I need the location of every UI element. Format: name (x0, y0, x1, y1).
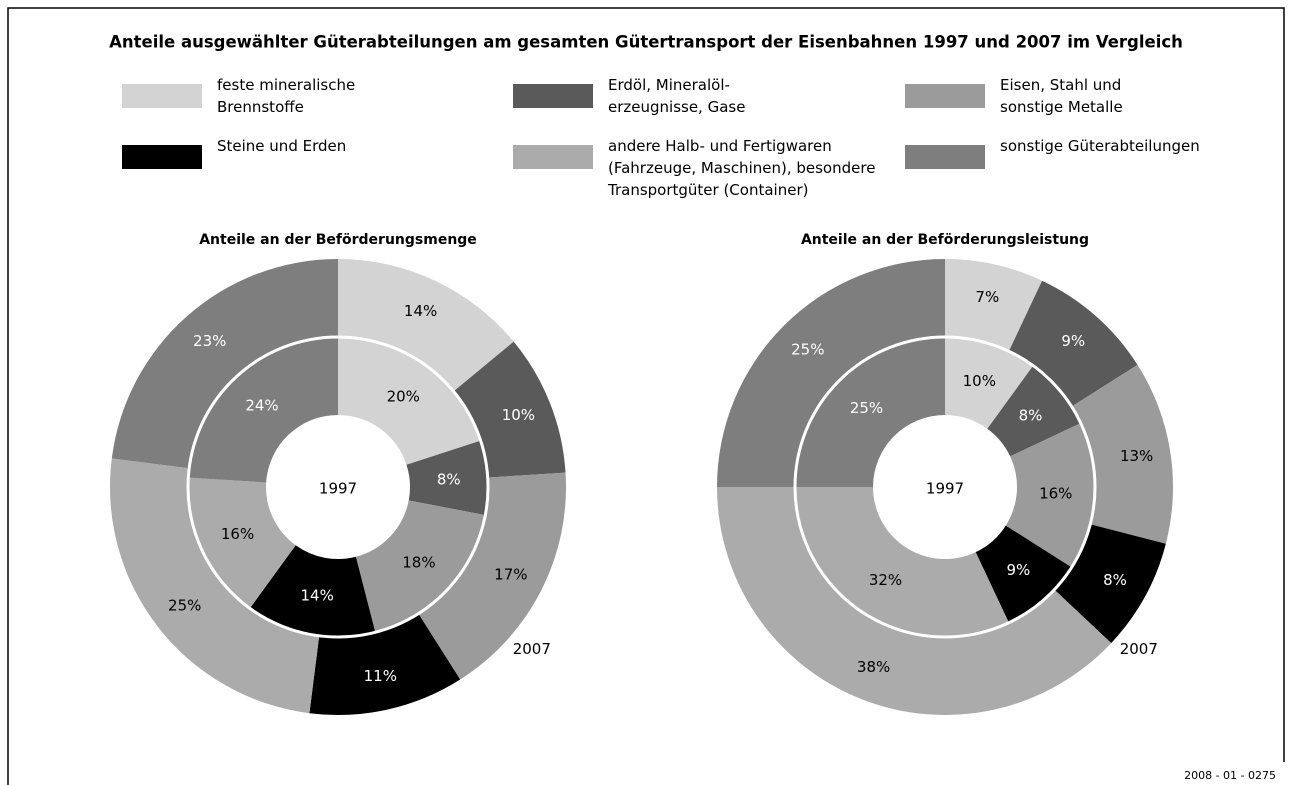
legend-swatch (122, 145, 202, 169)
value-label: 8% (437, 471, 461, 489)
value-label: 8% (1019, 407, 1043, 425)
donut-slice (1005, 423, 1096, 568)
value-label: 7% (975, 288, 999, 306)
legend-swatch (513, 84, 593, 108)
legend-swatch (513, 145, 593, 169)
donut-slice (1071, 364, 1173, 544)
donut-slice (795, 487, 1009, 637)
donut-slice (188, 337, 338, 483)
value-label: 32% (869, 571, 902, 589)
legend-label: andere Halb- und Fertigwaren (Fahrzeuge,… (608, 137, 876, 199)
donut-slice (418, 472, 566, 680)
value-label: 8% (1103, 571, 1127, 589)
legend-swatch (122, 84, 202, 108)
legend-label: sonstige Güterabteilungen (1000, 137, 1200, 155)
value-label: 16% (1039, 484, 1072, 502)
donut-slice (795, 337, 945, 487)
value-label: 11% (364, 667, 397, 685)
donut-slice (717, 487, 1112, 715)
donut-slice (355, 500, 486, 633)
donut-slice (406, 440, 488, 516)
value-label: 14% (404, 302, 437, 320)
donut-slice (945, 259, 1043, 352)
donut-slice (945, 337, 1034, 429)
subplot-title: Anteile an der Beförderungsmenge (199, 232, 477, 248)
donut-slice (111, 259, 338, 469)
donut-slice (188, 477, 296, 609)
value-label: 25% (850, 399, 883, 417)
legend-label: Steine und Erden (217, 137, 347, 155)
frame (7, 7, 1285, 785)
donut-slice (1054, 524, 1166, 644)
value-label: 25% (168, 596, 201, 614)
value-label: 20% (387, 388, 420, 406)
value-label: 9% (1061, 332, 1085, 350)
series-label: 1997 (319, 480, 357, 498)
donut-slice (717, 259, 945, 487)
donut-slice (1008, 280, 1138, 407)
donut-slice (249, 545, 376, 637)
donut-slice (338, 337, 481, 465)
footer: 2008 - 01 - 0275 (1184, 769, 1276, 782)
series-label: 2007 (1120, 640, 1158, 658)
chart-title: Anteile ausgewählter Güterabteilungen am… (109, 33, 1183, 52)
donut-slice (975, 525, 1072, 623)
donut-slice (338, 259, 514, 392)
donut-slice (109, 458, 320, 714)
ring-separator (186, 335, 490, 639)
value-label: 17% (494, 566, 527, 584)
legend-swatch (905, 145, 985, 169)
legend-label: Erdöl, Mineralöl- erzeugnisse, Gase (608, 76, 746, 116)
value-label: 9% (1007, 561, 1031, 579)
legend-label: feste mineralische Brennstoffe (217, 76, 356, 116)
value-label: 25% (791, 340, 824, 358)
value-label: 38% (857, 658, 890, 676)
subplot-title: Anteile an der Beförderungsleistung (801, 232, 1089, 248)
value-label: 24% (245, 397, 278, 415)
donut-slice (309, 613, 461, 715)
value-label: 10% (502, 406, 535, 424)
value-label: 18% (402, 553, 435, 571)
value-label: 23% (193, 332, 226, 350)
donut-slice (453, 341, 566, 478)
ring-separator (793, 335, 1097, 639)
series-label: 2007 (513, 640, 551, 658)
value-label: 16% (221, 525, 254, 543)
value-label: 10% (963, 372, 996, 390)
value-label: 13% (1120, 447, 1153, 465)
value-label: 14% (301, 587, 334, 605)
legend-label: Eisen, Stahl und sonstige Metalle (1000, 76, 1123, 116)
series-label: 1997 (926, 480, 964, 498)
legend-swatch (905, 84, 985, 108)
